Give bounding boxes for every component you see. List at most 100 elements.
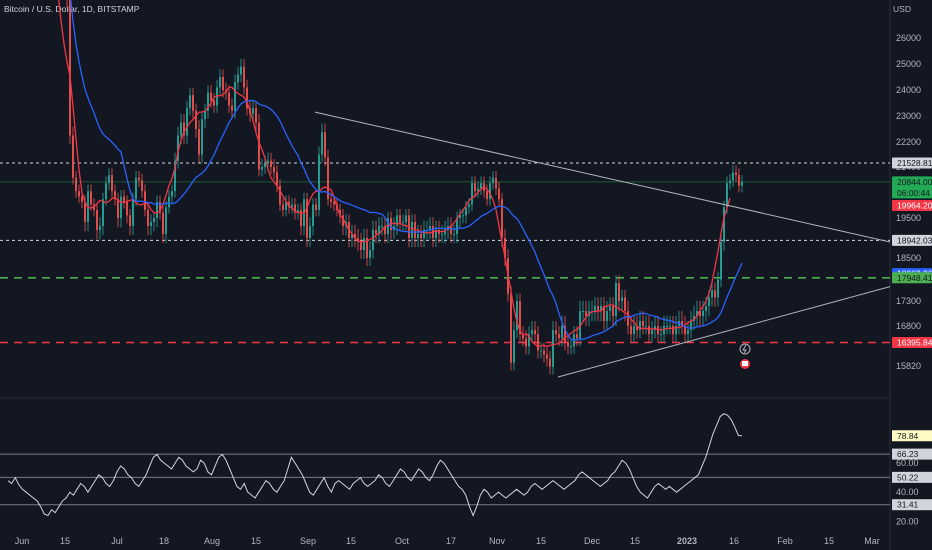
candle-body xyxy=(291,204,293,208)
candle-body xyxy=(450,226,452,234)
rsi-tick-label: 20.00 xyxy=(896,516,919,526)
price-tick-label: 18500 xyxy=(896,253,921,263)
candle-body xyxy=(189,95,191,109)
candle-body xyxy=(306,199,308,238)
candle-body xyxy=(474,183,476,192)
candle-body xyxy=(699,311,701,316)
event-markers[interactable] xyxy=(739,343,751,369)
time-tick-label: 15 xyxy=(630,536,640,546)
candle-body xyxy=(108,175,110,184)
rsi-level-tag-value: 50.22 xyxy=(897,472,919,482)
candle-body xyxy=(330,199,332,202)
candle-body xyxy=(561,326,563,339)
candle-body xyxy=(129,215,131,226)
candle-body xyxy=(639,321,641,331)
candle-body xyxy=(120,196,122,218)
candle-body xyxy=(669,326,671,327)
time-tick-label: 2023 xyxy=(677,536,697,546)
ma-fast-line xyxy=(58,0,731,349)
candle-body xyxy=(198,129,200,155)
candle-body xyxy=(618,283,620,301)
candle-body xyxy=(543,350,545,355)
candle-body xyxy=(735,172,737,176)
price-tag-value: 20844.00 xyxy=(897,177,932,187)
candle-body xyxy=(363,238,365,250)
candle-body xyxy=(687,330,689,335)
candle-body xyxy=(546,354,548,359)
candle-body xyxy=(252,108,254,114)
time-tick-label: 18 xyxy=(159,536,169,546)
price-tick-label: 26000 xyxy=(896,33,921,43)
candle-body xyxy=(354,234,356,238)
price-tag: 17948.41 xyxy=(892,272,932,284)
candle-body xyxy=(612,306,614,316)
candle-body xyxy=(522,334,524,339)
time-tick-label: Mar xyxy=(864,536,880,546)
candle-body xyxy=(462,215,464,217)
candle-body xyxy=(228,92,230,106)
candle-body xyxy=(102,199,104,226)
candle-body xyxy=(105,183,107,200)
candle-body xyxy=(90,191,92,205)
candle-body xyxy=(624,297,626,311)
candle-body xyxy=(471,183,473,205)
candle-body xyxy=(681,321,683,326)
candle-body xyxy=(558,334,560,339)
candle-body xyxy=(309,226,311,238)
currency-label: USD xyxy=(893,4,911,14)
moving-averages xyxy=(58,0,743,349)
candle-body xyxy=(84,201,86,222)
candle-body xyxy=(168,196,170,208)
candle-body xyxy=(258,122,260,170)
candle-body xyxy=(297,209,299,213)
time-tick-label: 15 xyxy=(60,536,70,546)
candle-body xyxy=(441,234,443,235)
candle-body xyxy=(342,215,344,226)
candle-body xyxy=(642,321,644,326)
time-tick-label: Aug xyxy=(204,536,220,546)
time-tick-label: Jul xyxy=(111,536,123,546)
price-tag-bg xyxy=(892,200,932,212)
time-tick-label: 15 xyxy=(251,536,261,546)
time-tick-label: Feb xyxy=(777,536,793,546)
candle-body xyxy=(132,199,134,226)
price-axis[interactable]: 2600025000240002300022200214001950018500… xyxy=(892,33,932,526)
candle-body xyxy=(537,334,539,351)
candle-body xyxy=(594,306,596,311)
time-tick-label: 16 xyxy=(729,536,739,546)
rsi-last-tag-value: 78.84 xyxy=(897,431,919,441)
candle-body xyxy=(597,306,599,311)
rsi-level-tag: 31.41 xyxy=(892,499,932,511)
candle-body xyxy=(159,201,161,213)
rsi-tick-label: 60.00 xyxy=(896,458,919,468)
candle-body xyxy=(633,326,635,335)
candle-body xyxy=(282,204,284,210)
candle-body xyxy=(153,218,155,222)
trendline-upper xyxy=(314,111,891,243)
candle-body xyxy=(705,306,707,311)
candle-body xyxy=(582,311,584,312)
candle-body xyxy=(183,122,185,136)
price-tag: 18942.03 xyxy=(892,234,932,246)
horizontal-levels xyxy=(0,162,890,344)
candle-body xyxy=(459,215,461,218)
candle-body xyxy=(123,196,125,202)
candle-body xyxy=(156,201,158,218)
rsi-level-tag-bg xyxy=(892,471,932,483)
candle-body xyxy=(111,175,113,192)
candle-body xyxy=(114,191,116,200)
trendline-lower xyxy=(557,286,891,378)
candle-body xyxy=(270,160,272,167)
candle-body xyxy=(360,242,362,250)
candle-body xyxy=(702,311,704,316)
trendlines[interactable] xyxy=(314,111,891,378)
candle-body xyxy=(738,175,740,186)
candle-body xyxy=(480,183,482,189)
time-axis[interactable]: Jun 15 Jul 18 Aug 15 Sep 15 Oct 17 Nov 15 Dec 15 2023 1… xyxy=(15,536,880,546)
rsi-level-tag-bg xyxy=(892,448,932,460)
flag-icon xyxy=(740,359,750,369)
candle-body xyxy=(75,177,77,192)
candle-body xyxy=(519,301,521,335)
candle-body xyxy=(231,105,233,111)
